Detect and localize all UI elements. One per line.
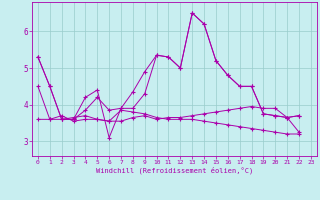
X-axis label: Windchill (Refroidissement éolien,°C): Windchill (Refroidissement éolien,°C) [96, 167, 253, 174]
